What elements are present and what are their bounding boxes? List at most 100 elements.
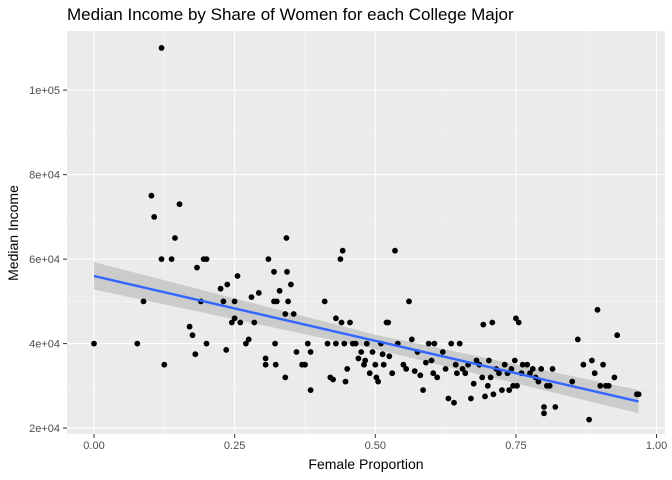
data-point bbox=[358, 349, 365, 355]
data-point bbox=[272, 361, 279, 368]
data-point bbox=[423, 359, 429, 366]
data-point bbox=[392, 247, 398, 254]
data-point bbox=[589, 357, 595, 364]
data-point bbox=[586, 416, 592, 423]
data-point bbox=[339, 247, 346, 254]
data-point bbox=[529, 366, 536, 372]
data-point bbox=[511, 357, 518, 364]
data-point bbox=[372, 361, 379, 368]
data-point bbox=[594, 306, 601, 313]
trend-line bbox=[93, 274, 639, 403]
data-point bbox=[363, 340, 370, 347]
data-point bbox=[134, 340, 141, 347]
data-point bbox=[386, 353, 393, 360]
data-point bbox=[251, 319, 258, 326]
data-point bbox=[479, 374, 486, 381]
data-point bbox=[452, 361, 459, 368]
data-point bbox=[366, 370, 373, 377]
data-point bbox=[597, 382, 604, 389]
data-point bbox=[91, 340, 97, 347]
data-point bbox=[434, 374, 441, 381]
data-point bbox=[223, 347, 230, 353]
data-point bbox=[473, 357, 480, 364]
data-point bbox=[515, 319, 522, 326]
data-point bbox=[406, 298, 412, 305]
data-point bbox=[344, 366, 351, 372]
data-point bbox=[168, 256, 175, 262]
data-point bbox=[172, 235, 178, 241]
data-point bbox=[482, 393, 488, 400]
data-point bbox=[307, 349, 314, 355]
data-point bbox=[272, 340, 278, 347]
data-point bbox=[513, 315, 519, 322]
x-axis-title: Female Proportion bbox=[308, 456, 423, 472]
data-point bbox=[194, 264, 200, 271]
data-point bbox=[245, 336, 252, 343]
data-point bbox=[430, 370, 437, 377]
data-point bbox=[400, 361, 407, 368]
data-point bbox=[262, 361, 269, 368]
data-point bbox=[148, 192, 155, 199]
y-tick-label: 8e+04 bbox=[29, 170, 60, 182]
data-point bbox=[454, 370, 460, 377]
data-point bbox=[262, 355, 269, 362]
data-point bbox=[490, 391, 497, 398]
data-point bbox=[255, 290, 262, 296]
data-point bbox=[541, 404, 547, 410]
x-tick-label: 0.50 bbox=[365, 440, 386, 452]
data-point bbox=[459, 366, 466, 372]
data-point bbox=[614, 332, 621, 339]
data-point bbox=[369, 349, 376, 355]
data-point bbox=[307, 387, 314, 393]
y-tick-label: 1e+05 bbox=[29, 85, 60, 97]
data-point bbox=[501, 361, 508, 368]
data-point bbox=[224, 281, 231, 288]
data-point bbox=[265, 256, 272, 262]
x-tick-label: 1.00 bbox=[646, 440, 667, 452]
data-point bbox=[333, 340, 339, 347]
data-point bbox=[355, 355, 362, 362]
data-point bbox=[445, 395, 452, 402]
data-point bbox=[330, 376, 336, 383]
data-point bbox=[140, 298, 147, 305]
data-point bbox=[285, 298, 291, 305]
data-point bbox=[283, 235, 290, 241]
chart-title: Median Income by Share of Women for each… bbox=[67, 5, 514, 24]
data-point bbox=[352, 340, 359, 347]
data-point bbox=[347, 319, 353, 326]
data-point bbox=[420, 387, 426, 393]
data-point bbox=[580, 361, 587, 368]
data-point bbox=[439, 349, 446, 355]
y-tick-label: 6e+04 bbox=[29, 254, 60, 266]
data-point bbox=[203, 340, 210, 347]
data-point bbox=[486, 357, 492, 364]
data-point bbox=[535, 378, 542, 385]
data-point bbox=[411, 368, 418, 374]
data-point bbox=[546, 382, 553, 389]
data-point bbox=[304, 340, 311, 347]
data-point bbox=[484, 382, 491, 389]
data-point bbox=[321, 298, 328, 305]
data-point bbox=[248, 294, 255, 300]
data-point bbox=[417, 372, 424, 379]
data-point bbox=[552, 404, 559, 410]
data-point bbox=[442, 366, 449, 372]
data-point bbox=[341, 340, 348, 347]
data-point bbox=[271, 268, 277, 275]
data-point bbox=[480, 321, 487, 328]
data-point bbox=[342, 378, 349, 385]
data-point bbox=[231, 315, 238, 322]
data-point bbox=[379, 351, 386, 358]
data-point bbox=[290, 311, 297, 317]
data-point bbox=[506, 387, 513, 393]
data-point bbox=[487, 374, 494, 381]
data-point bbox=[151, 214, 158, 220]
data-point bbox=[451, 399, 457, 406]
data-point bbox=[569, 378, 576, 385]
data-point bbox=[538, 366, 545, 372]
data-point bbox=[237, 319, 244, 326]
data-point bbox=[324, 340, 331, 347]
data-point bbox=[337, 256, 344, 262]
data-point bbox=[408, 336, 415, 343]
